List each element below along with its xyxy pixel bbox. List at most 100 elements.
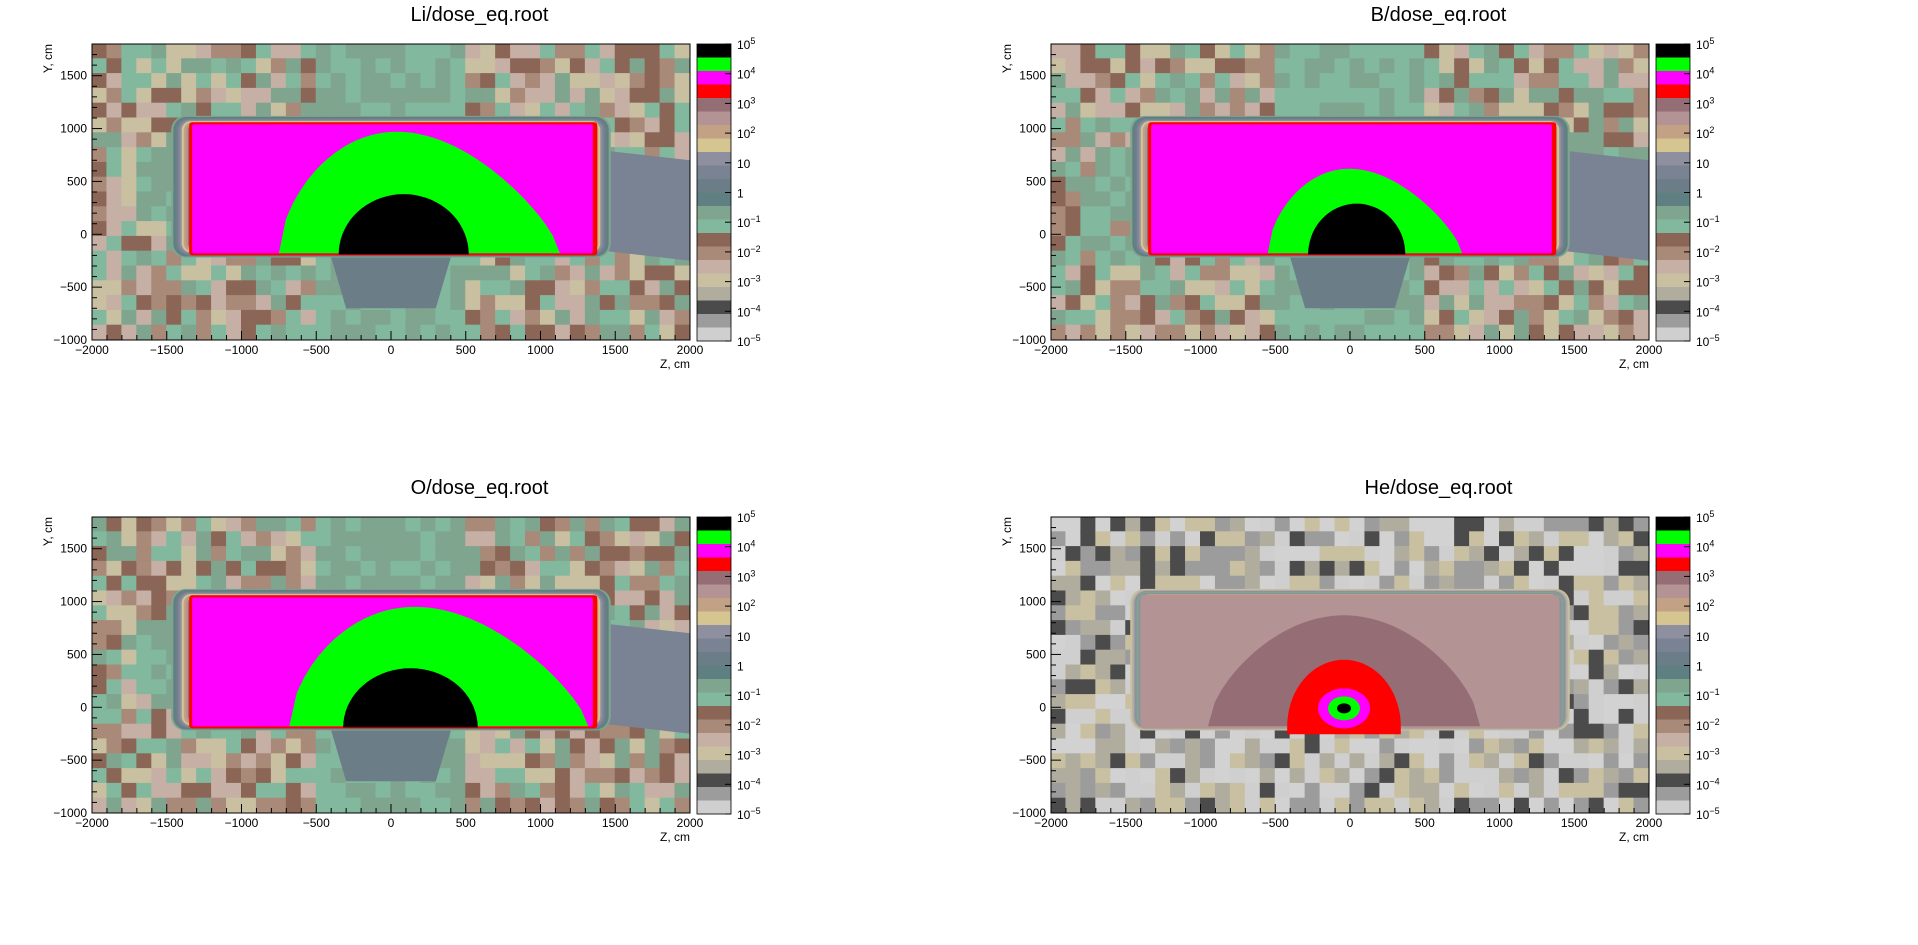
x-axis-label: Z, cm (660, 357, 690, 371)
colorbar-segment (697, 611, 731, 626)
beam-cone-right (1556, 149, 1649, 261)
colorbar-segment (1656, 665, 1690, 680)
colorbar-segment (1656, 733, 1690, 747)
x-axis: −2000 −1500 −1000 −500 0 500 1000 1500 2000 (75, 331, 704, 357)
x-tick-label: 1500 (1561, 816, 1588, 830)
colorbar-segment (697, 152, 731, 166)
x-tick-label: 1000 (1486, 343, 1513, 357)
colorbar-segment (697, 530, 731, 545)
y-tick-label: 500 (1026, 174, 1046, 188)
colorbar-segment (697, 138, 731, 153)
dose-region-core (1337, 703, 1352, 714)
x-tick-label: −500 (1262, 343, 1289, 357)
colorbar-label: 102 (737, 598, 755, 614)
beam-cone-bottom (331, 730, 451, 782)
y-tick-label: −1000 (53, 806, 87, 820)
y-tick-label: 0 (1039, 700, 1046, 714)
colorbar-label: 105 (737, 36, 755, 52)
y-axis: −1000 −500 0 500 1000 1500 (53, 516, 102, 820)
colorbar-segment (697, 273, 731, 288)
chart-panel-b: B/dose_eq.root −2000 −1500 −1000 −500 0 500 10… (959, 0, 1918, 472)
x-tick-label: −1000 (1184, 816, 1218, 830)
colorbar-segment (697, 233, 731, 247)
colorbar-segment (697, 44, 731, 58)
colorbar-label: 105 (737, 509, 755, 525)
y-axis-label: Y, cm (41, 44, 55, 73)
plot-area (92, 44, 690, 340)
y-tick-label: −1000 (1012, 333, 1046, 347)
colorbar-segment (1656, 557, 1690, 572)
x-tick-label: −1500 (1109, 816, 1143, 830)
chart-title: O/dose_eq.root (410, 477, 549, 499)
colorbar-segment (1656, 571, 1690, 585)
colorbar-segment (1656, 719, 1690, 734)
colorbar-segment (1656, 746, 1690, 761)
colorbar-segment (697, 219, 731, 234)
y-tick-label: 1500 (1019, 69, 1046, 83)
colorbar-segment (1656, 111, 1690, 126)
colorbar-segment (697, 179, 731, 193)
colorbar-segment (697, 719, 731, 734)
x-tick-label: 0 (1347, 343, 1354, 357)
y-tick-label: 0 (80, 227, 87, 241)
chart-title: He/dose_eq.root (1364, 477, 1513, 499)
colorbar-segment (1656, 246, 1690, 261)
colorbar-segment (1656, 773, 1690, 788)
colorbar-segment (697, 571, 731, 585)
colorbar-label: 10−2 (737, 244, 761, 260)
x-tick-label: −2000 (1034, 343, 1068, 357)
colorbar-label: 105 (1696, 509, 1714, 525)
x-tick-label: 2000 (1636, 816, 1663, 830)
colorbar-label: 10−1 (1696, 214, 1720, 230)
colorbar-segment (1656, 638, 1690, 653)
colorbar-segment (697, 557, 731, 572)
y-tick-label: −500 (60, 753, 87, 767)
colorbar-segment (697, 84, 731, 99)
colorbar-label: 10−3 (737, 274, 761, 290)
colorbar-segment (697, 327, 731, 342)
colorbar-segment (1656, 625, 1690, 639)
y-axis-label: Y, cm (1000, 517, 1014, 546)
colorbar-label: 104 (737, 66, 755, 82)
chart-title: B/dose_eq.root (1370, 4, 1507, 26)
colorbar-segment (697, 638, 731, 653)
x-tick-label: 500 (1415, 343, 1435, 357)
x-tick-label: 500 (1415, 816, 1435, 830)
x-tick-label: 2000 (1636, 343, 1663, 357)
colorbar-segment (1656, 71, 1690, 85)
colorbar-label: 104 (737, 539, 755, 555)
dose-region-core (343, 668, 478, 728)
colorbar-segment (1656, 44, 1690, 58)
colorbar-segment (697, 287, 731, 301)
colorbar-segment (697, 760, 731, 774)
x-tick-label: −1500 (150, 816, 184, 830)
colorbar-label: 103 (1696, 95, 1714, 111)
plot-area (1051, 517, 1649, 813)
colorbar-segment (697, 665, 731, 680)
x-tick-label: −500 (1262, 816, 1289, 830)
colorbar-label: 104 (1696, 66, 1714, 82)
y-tick-label: 1000 (1019, 122, 1046, 136)
x-tick-label: −500 (303, 816, 330, 830)
colorbar-segment (697, 652, 731, 666)
colorbar-segment (1656, 652, 1690, 666)
colorbar-label: 10−3 (1696, 747, 1720, 763)
colorbar-label: 1 (737, 660, 744, 674)
y-tick-label: −1000 (53, 333, 87, 347)
chart-panel-he: He/dose_eq.root −2000 −1500 −1000 −500 0 500 1… (959, 473, 1918, 945)
colorbar-label: 10−4 (1696, 303, 1720, 319)
colorbar-segment (697, 584, 731, 599)
colorbar-label: 10−5 (1696, 333, 1720, 349)
x-tick-label: 1000 (527, 343, 554, 357)
x-axis-label: Z, cm (1619, 830, 1649, 844)
colorbar-label: 103 (737, 95, 755, 111)
x-axis-label: Z, cm (1619, 357, 1649, 371)
x-tick-label: 1500 (602, 343, 629, 357)
colorbar-segment (697, 679, 731, 693)
x-tick-label: −500 (303, 343, 330, 357)
y-tick-label: −500 (1019, 753, 1046, 767)
colorbar-label: 10−1 (737, 214, 761, 230)
